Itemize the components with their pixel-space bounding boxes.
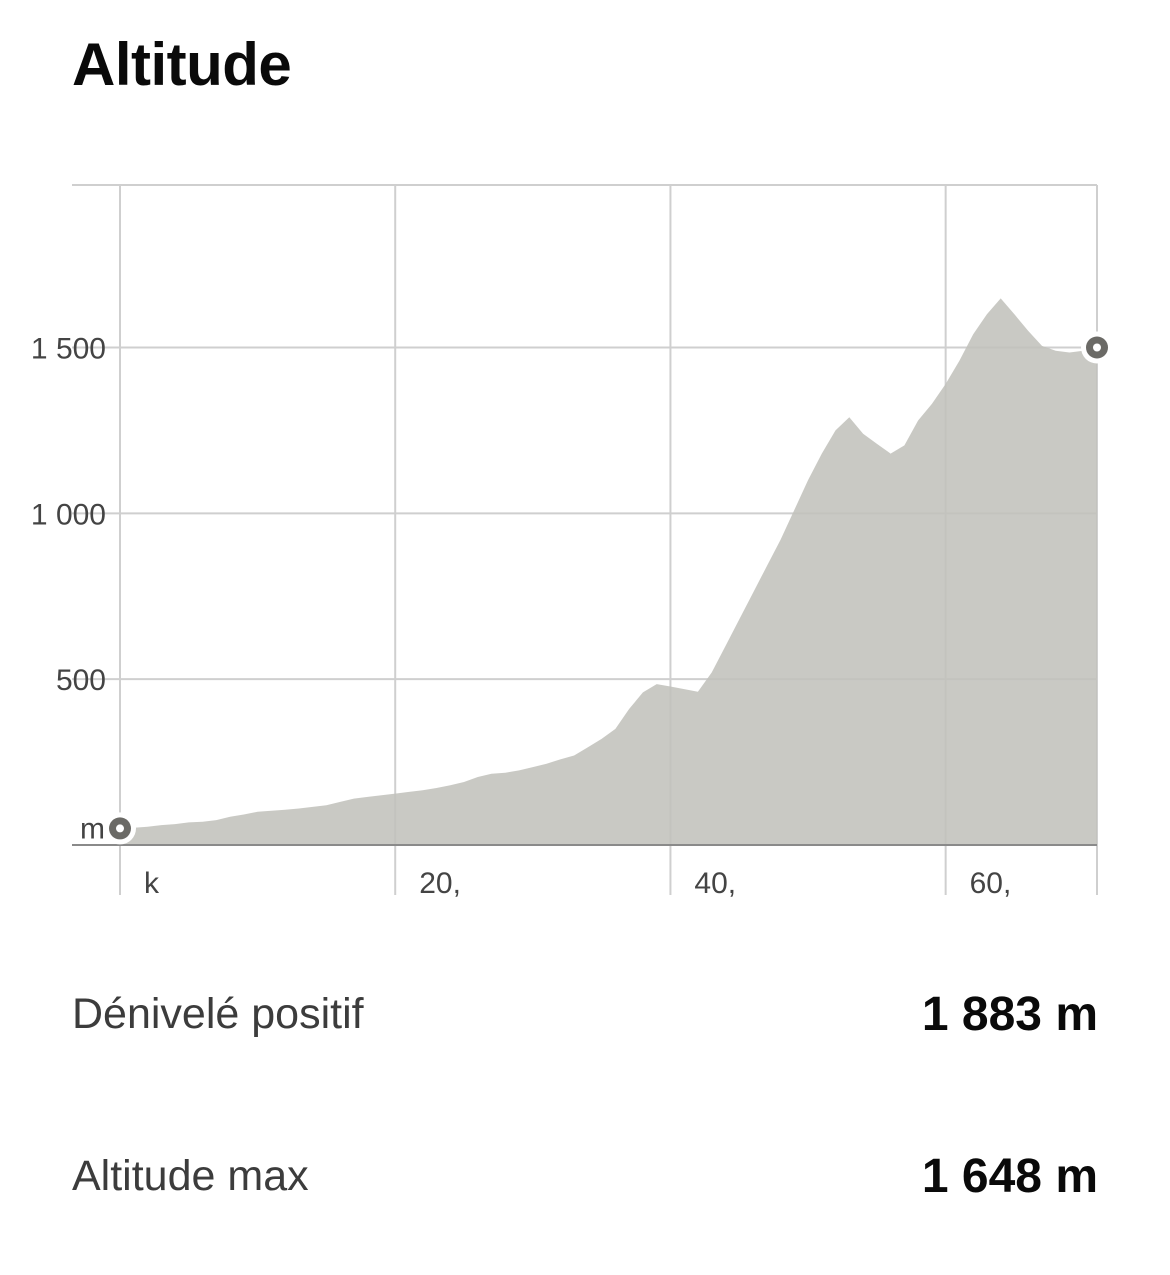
altitude-chart: 500 1 000 1 500 m k 20, 40, 60,	[0, 150, 1170, 930]
x-tick-label: 60,	[970, 867, 1012, 900]
stat-label-elevation-gain: Dénivelé positif	[72, 989, 364, 1038]
y-tick-label: 500	[56, 664, 106, 697]
end-marker-center	[1093, 343, 1101, 352]
stat-row-max-altitude: Altitude max 1 648 m	[72, 1146, 1098, 1206]
x-unit-label: k	[144, 867, 160, 900]
section-title: Altitude	[72, 31, 292, 98]
stat-value-elevation-gain: 1 883 m	[921, 987, 1098, 1041]
stat-label-max-altitude: Altitude max	[72, 1151, 309, 1200]
start-marker-center	[116, 824, 124, 833]
y-unit-label: m	[80, 812, 105, 845]
stat-value-max-altitude: 1 648 m	[921, 1149, 1098, 1203]
altitude-chart-svg: 500 1 000 1 500 m k 20, 40, 60,	[31, 184, 1113, 900]
stat-row-elevation-gain: Dénivelé positif 1 883 m	[72, 984, 1098, 1044]
x-tick-label: 20,	[419, 867, 461, 900]
y-tick-label: 1 000	[31, 498, 106, 531]
altitude-area	[120, 298, 1097, 845]
y-tick-label: 1 500	[31, 333, 106, 366]
x-tick-label: 40,	[694, 867, 736, 900]
